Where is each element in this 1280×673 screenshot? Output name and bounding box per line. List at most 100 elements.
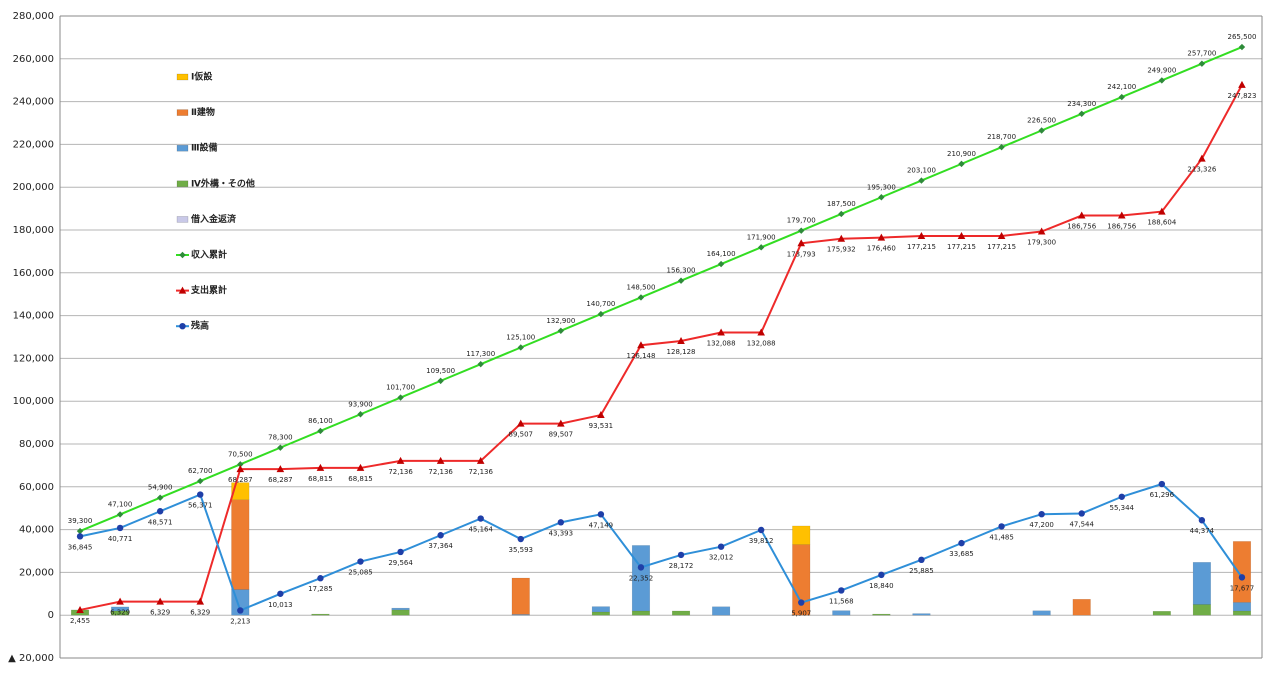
line-marker [958, 539, 965, 547]
line-marker [557, 327, 565, 334]
line-marker [717, 260, 725, 268]
line-marker [237, 461, 244, 468]
data-label: 55,344 [1110, 504, 1135, 512]
data-label: 22,352 [629, 574, 654, 582]
data-label: 45,164 [468, 526, 493, 534]
line-marker [597, 511, 605, 518]
data-label: 47,100 [108, 500, 133, 508]
line-marker [757, 526, 765, 534]
y-tick-label: 40,000 [19, 525, 54, 536]
data-label: 78,300 [268, 434, 293, 442]
line-marker [196, 597, 205, 605]
bar-segment [1072, 598, 1091, 616]
data-label: 177,215 [947, 243, 976, 251]
line-marker [517, 344, 524, 351]
line-marker [757, 244, 765, 251]
data-label: 35,593 [509, 546, 534, 554]
data-label: 36,845 [68, 543, 93, 551]
data-label: 29,564 [388, 559, 413, 567]
line-marker [557, 419, 565, 427]
line-marker [1158, 77, 1166, 84]
line-marker [637, 341, 645, 349]
data-label: 179,300 [1027, 238, 1056, 246]
data-label: 43,393 [549, 529, 574, 537]
data-label: 6,329 [150, 609, 170, 617]
line-marker [437, 532, 444, 539]
data-label: 132,900 [546, 317, 575, 325]
data-label: 132,088 [707, 340, 736, 348]
data-label: 242,100 [1107, 83, 1136, 91]
line [79, 84, 1243, 611]
legend-swatch [176, 109, 189, 116]
data-label: 5,907 [791, 610, 811, 618]
data-label: 25,885 [909, 567, 934, 575]
line-marker [156, 508, 164, 515]
bar-segment [872, 613, 891, 616]
data-label: 177,215 [907, 243, 936, 251]
data-label: 6,329 [110, 609, 130, 617]
bar-segment [1192, 562, 1211, 605]
data-label: 62,700 [188, 467, 213, 475]
bar-segment [631, 610, 651, 616]
legend-label: Ⅳ外構・その他 [191, 177, 255, 189]
line-marker [998, 143, 1005, 151]
data-label: 68,815 [348, 475, 373, 483]
bar-segment [391, 609, 410, 616]
line-marker [357, 411, 364, 418]
line-marker [197, 491, 204, 498]
y-tick-label: 100,000 [13, 396, 54, 407]
data-label: 186,756 [1107, 223, 1136, 231]
legend-swatch [176, 216, 189, 223]
data-label: 257,700 [1187, 50, 1216, 58]
line-marker [717, 543, 725, 550]
data-label: 186,756 [1067, 223, 1096, 231]
line-marker [356, 463, 365, 471]
data-label: 132,088 [747, 340, 776, 348]
line-marker [516, 419, 525, 427]
legend-label: 収入累計 [191, 249, 227, 261]
line-marker [757, 328, 765, 336]
line-marker [1158, 207, 1166, 215]
line-marker [156, 597, 164, 605]
y-tick-label: 20,000 [19, 567, 54, 578]
bar-segment [832, 610, 851, 616]
data-label: 11,568 [829, 597, 854, 605]
data-label: 164,100 [707, 250, 736, 258]
line-marker [116, 597, 124, 605]
line-marker [236, 465, 245, 473]
data-label: 93,900 [348, 400, 373, 408]
line [79, 482, 1243, 612]
data-label: 54,900 [148, 484, 173, 492]
line-marker [717, 328, 725, 336]
data-label: 47,200 [1029, 521, 1054, 529]
bar-segment [1232, 602, 1252, 612]
line-marker [1118, 93, 1125, 101]
data-label: 176,460 [867, 245, 896, 253]
line-marker [1038, 510, 1045, 518]
data-label: 39,812 [749, 537, 774, 545]
y-tick-label: 180,000 [13, 225, 54, 236]
line-marker [837, 234, 846, 242]
line-marker [917, 231, 926, 239]
line-marker [878, 571, 885, 579]
data-label: 171,900 [747, 233, 776, 241]
line-marker [918, 177, 925, 184]
line-marker [156, 494, 164, 501]
line-marker [1158, 480, 1166, 488]
line-marker [1037, 227, 1046, 235]
bar-segment [391, 607, 410, 611]
legend-swatch [176, 144, 189, 152]
data-label: 126,148 [626, 352, 655, 360]
y-tick-label: 0 [48, 610, 54, 621]
y-tick-label: 80,000 [19, 439, 54, 450]
legend-label: 残高 [191, 320, 209, 332]
bar-segment [912, 613, 931, 616]
bar-segment [1032, 610, 1051, 616]
line-marker [677, 277, 685, 284]
legend-label: Ⅲ設備 [191, 142, 218, 154]
data-label: 70,500 [228, 450, 253, 458]
line-marker [76, 605, 84, 613]
line [79, 46, 1243, 533]
data-label: 41,485 [989, 533, 1014, 541]
